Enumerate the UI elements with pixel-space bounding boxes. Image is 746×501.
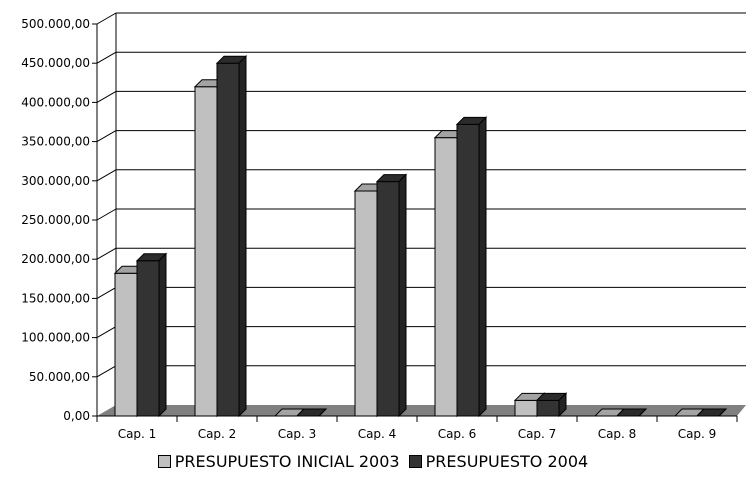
gridline-connector xyxy=(96,208,117,221)
bar xyxy=(695,408,728,417)
x-tick-label: Cap. 9 xyxy=(678,427,717,440)
gridline-connector xyxy=(96,365,117,378)
y-tick-label: 450.000,00 xyxy=(21,56,90,70)
y-tick-label: 400.000,00 xyxy=(21,95,90,109)
gridline-connector xyxy=(96,169,117,182)
bar-side xyxy=(158,252,167,418)
legend-item-series-2: PRESUPUESTO 2004 xyxy=(408,452,589,471)
gridline-connector xyxy=(96,12,117,25)
bar-side xyxy=(638,408,647,417)
bar xyxy=(295,408,328,417)
gridline-connector xyxy=(96,247,117,260)
legend-swatch-series-2 xyxy=(408,455,422,468)
bar-side xyxy=(318,408,327,417)
bar-front xyxy=(216,62,240,417)
bar-front xyxy=(456,123,480,417)
y-tick-label: 300.000,00 xyxy=(21,174,90,188)
gridline-connector xyxy=(96,326,117,339)
gridlines xyxy=(96,12,746,378)
bar xyxy=(375,173,408,418)
legend: PRESUPUESTO INICIAL 2003 PRESUPUESTO 200… xyxy=(0,452,746,472)
bar-side xyxy=(398,173,407,418)
gridline-connector xyxy=(96,130,117,143)
x-tick-label: Cap. 3 xyxy=(278,427,317,440)
bar-front xyxy=(434,137,458,417)
gridline-connector xyxy=(96,51,117,64)
bar xyxy=(215,54,248,418)
bar-front xyxy=(354,190,378,417)
y-tick-label: 350.000,00 xyxy=(21,135,90,149)
y-tick-label: 200.000,00 xyxy=(21,252,90,266)
bar xyxy=(135,252,168,418)
x-tick-label: Cap. 6 xyxy=(438,427,477,440)
gridline-connector xyxy=(96,286,117,299)
x-tick-label: Cap. 2 xyxy=(198,427,237,440)
gridline-connector xyxy=(96,90,117,103)
bar-front xyxy=(194,86,218,417)
legend-item-series-1: PRESUPUESTO INICIAL 2003 xyxy=(157,452,400,471)
bar-front xyxy=(376,181,400,417)
bar xyxy=(455,116,488,418)
x-axis-ticks: Cap. 1 Cap. 2 Cap. 3 Cap. 4 Cap. 6 Cap. 7 Cap.… xyxy=(96,416,738,440)
bar-front xyxy=(136,260,160,417)
bar-side xyxy=(558,392,567,418)
bar-front xyxy=(514,399,538,417)
chart-floor xyxy=(97,405,746,416)
bar-side xyxy=(238,54,247,418)
y-tick-label: 250.000,00 xyxy=(21,213,90,227)
bar-chart: 0,00 50.000,00 100.000,00 150.000,00 200.000… xyxy=(21,12,746,440)
bar-series xyxy=(113,54,728,418)
bar-front xyxy=(114,272,138,417)
x-tick-label: Cap. 1 xyxy=(118,427,157,440)
x-tick-label: Cap. 7 xyxy=(518,427,557,440)
legend-swatch-series-1 xyxy=(157,455,171,468)
x-tick-label: Cap. 4 xyxy=(358,427,397,440)
bar-side xyxy=(718,408,727,417)
bar-front xyxy=(536,399,560,417)
y-tick-label: 100.000,00 xyxy=(21,331,90,345)
y-tick-label: 150.000,00 xyxy=(21,291,90,305)
y-axis-ticks: 0,00 50.000,00 100.000,00 150.000,00 200.000… xyxy=(21,17,97,423)
bar xyxy=(535,392,568,418)
bar-side xyxy=(478,116,487,418)
y-tick-label: 500.000,00 xyxy=(21,17,90,31)
bar xyxy=(615,408,648,417)
legend-label-series-1: PRESUPUESTO INICIAL 2003 xyxy=(174,452,400,471)
x-tick-label: Cap. 8 xyxy=(598,427,637,440)
legend-label-series-2: PRESUPUESTO 2004 xyxy=(425,452,589,471)
y-tick-label: 0,00 xyxy=(63,409,90,423)
y-tick-label: 50.000,00 xyxy=(29,370,90,384)
